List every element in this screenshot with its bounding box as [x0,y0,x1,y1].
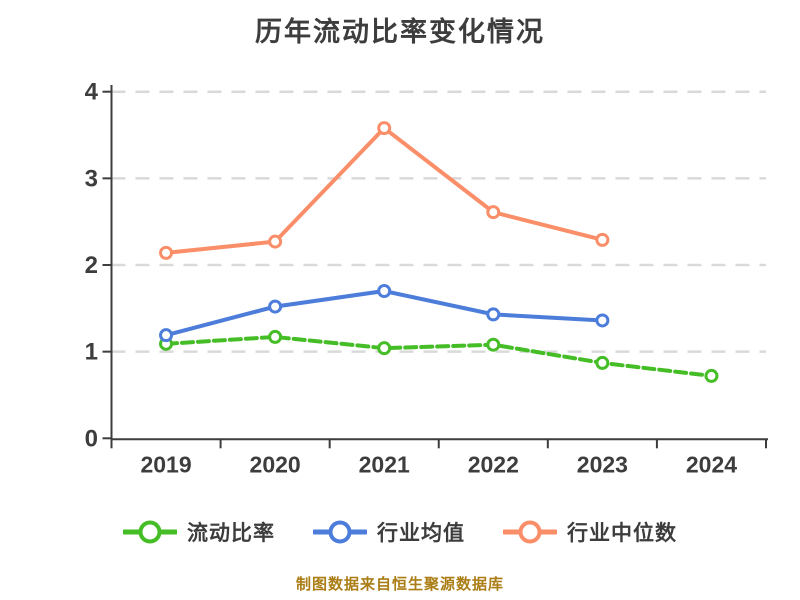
data-point-1-2023[interactable] [595,313,610,328]
data-point-0-2024[interactable] [704,368,719,383]
data-source-caption: 制图数据来自恒生聚源数据库 [295,576,504,593]
line-chart: 0 1 2 3 4 2019 2020 2021 2022 2023 2024 [85,79,768,477]
data-point-1-2022[interactable] [486,307,501,322]
current-ratio-legend-marker-icon [123,520,177,544]
data-point-1-2021[interactable] [377,283,392,298]
data-point-1-2019[interactable] [159,328,174,343]
x-tick-label: 2020 [250,451,301,477]
data-point-2-2023[interactable] [595,232,610,247]
x-tick-label: 2023 [577,451,628,477]
x-tick-label: 2022 [468,451,519,477]
y-tick-label: 1 [85,339,98,366]
x-tick-label: 2021 [359,451,410,477]
chart-title: 历年流动比率变化情况 [255,17,545,47]
legend-label: 行业中位数 [567,522,677,545]
y-tick-label: 3 [85,165,98,192]
industry-median-legend-marker-icon [503,520,557,544]
legend-label: 行业均值 [377,522,465,545]
legend-item-current-ratio[interactable]: 流动比率 [123,517,275,547]
data-point-0-2020[interactable] [268,329,283,344]
y-tick-label: 4 [85,79,99,106]
data-point-1-2020[interactable] [268,299,283,314]
x-tick-label: 2019 [140,451,191,477]
y-tick-label: 2 [85,252,98,279]
data-point-2-2019[interactable] [159,245,174,260]
legend-item-industry-mean[interactable]: 行业均值 [313,517,465,547]
data-point-0-2023[interactable] [595,355,610,370]
legend-label: 流动比率 [187,522,275,545]
legend-item-industry-median[interactable]: 行业中位数 [503,517,677,547]
series-line-0 [164,334,714,378]
data-point-0-2021[interactable] [377,341,392,356]
series-line-2 [164,125,605,255]
data-point-2-2020[interactable] [268,234,283,249]
y-tick-label: 0 [85,425,98,452]
chart-legend: 流动比率 行业均值 行业中位数 [0,512,800,552]
data-point-2-2022[interactable] [486,205,501,220]
industry-mean-legend-marker-icon [313,520,367,544]
data-point-2-2021[interactable] [377,121,392,136]
data-point-0-2022[interactable] [486,337,501,352]
x-tick-label: 2024 [686,451,737,477]
